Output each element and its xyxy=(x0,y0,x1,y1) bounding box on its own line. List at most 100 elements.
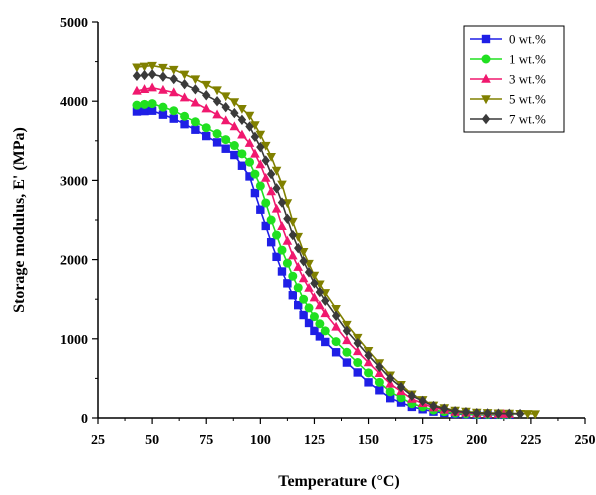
x-tick-label: 25 xyxy=(91,433,105,448)
data-point xyxy=(180,119,189,129)
data-point xyxy=(331,321,341,331)
data-point xyxy=(245,172,254,181)
data-point xyxy=(191,125,200,134)
data-point xyxy=(190,97,201,107)
data-point xyxy=(310,326,319,336)
data-point xyxy=(304,318,314,328)
data-point xyxy=(266,168,276,180)
data-point xyxy=(342,335,352,345)
data-point xyxy=(440,403,449,414)
data-point xyxy=(237,105,247,114)
data-point xyxy=(283,213,292,225)
data-point xyxy=(260,141,271,151)
x-tick-label: 150 xyxy=(358,433,379,448)
data-point xyxy=(212,129,222,139)
data-point xyxy=(158,63,168,73)
series-line xyxy=(136,86,510,415)
data-point xyxy=(353,337,362,349)
y-axis-label: Storage modulus, E' (MPa) xyxy=(11,127,28,313)
data-point xyxy=(342,347,352,357)
data-point xyxy=(483,408,492,419)
data-point xyxy=(168,65,179,75)
legend-marker xyxy=(481,34,491,44)
data-point xyxy=(180,111,190,121)
data-point xyxy=(229,98,240,108)
data-point xyxy=(266,152,276,162)
data-point xyxy=(271,203,282,213)
data-point xyxy=(245,157,255,167)
data-point xyxy=(288,250,298,260)
data-point xyxy=(139,84,150,94)
data-point xyxy=(505,408,514,420)
series-line xyxy=(136,102,510,416)
data-point xyxy=(266,215,276,225)
data-point xyxy=(245,121,254,132)
data-point xyxy=(407,390,417,402)
data-point xyxy=(132,100,142,110)
data-point xyxy=(315,286,325,298)
data-point xyxy=(283,279,292,288)
data-point xyxy=(158,84,168,94)
data-point xyxy=(298,247,309,257)
data-point xyxy=(212,138,222,147)
data-point xyxy=(304,303,314,313)
data-point xyxy=(255,159,266,169)
legend-marker xyxy=(481,54,491,64)
data-point xyxy=(298,273,309,283)
y-tick-label: 3000 xyxy=(60,174,88,189)
data-point xyxy=(375,386,384,395)
series-line xyxy=(136,109,510,416)
legend-label: 3 wt.% xyxy=(509,72,546,87)
data-point xyxy=(315,332,325,341)
data-point xyxy=(271,166,282,176)
data-point xyxy=(237,114,247,126)
data-point xyxy=(132,107,142,116)
data-point xyxy=(237,129,247,139)
data-point xyxy=(261,155,270,166)
data-point xyxy=(352,346,363,356)
x-tick-label: 250 xyxy=(575,433,596,448)
data-point xyxy=(321,295,330,306)
data-point xyxy=(221,101,230,113)
series-layer xyxy=(132,61,541,420)
data-point xyxy=(132,85,142,95)
data-point xyxy=(282,258,292,268)
data-point xyxy=(375,361,384,373)
data-point xyxy=(494,408,503,419)
data-point xyxy=(522,410,533,420)
data-point xyxy=(179,92,190,102)
data-point xyxy=(304,282,314,292)
data-point xyxy=(255,130,266,140)
data-point xyxy=(147,82,157,92)
data-point xyxy=(250,148,260,158)
data-point xyxy=(353,368,362,377)
series-1 xyxy=(132,99,514,419)
data-point xyxy=(168,87,179,97)
data-point xyxy=(132,63,142,73)
legend-label: 0 wt.% xyxy=(509,32,546,47)
data-point xyxy=(158,71,168,82)
data-point xyxy=(201,80,212,90)
data-point xyxy=(237,161,247,170)
data-point xyxy=(256,205,265,214)
y-tick-label: 1000 xyxy=(60,333,88,348)
data-point xyxy=(230,107,239,119)
data-point xyxy=(277,180,287,190)
axes: 25 50 75 100 125 150 175 200 225 250 0 1000 2000 3000… xyxy=(60,16,596,448)
data-point xyxy=(299,310,308,320)
legend-marker xyxy=(481,73,491,83)
data-point xyxy=(331,310,341,322)
data-point xyxy=(299,294,309,304)
data-point xyxy=(202,90,211,101)
data-point xyxy=(272,252,281,262)
data-point xyxy=(255,181,265,191)
x-tick-label: 125 xyxy=(304,433,325,448)
data-point xyxy=(374,368,385,377)
data-point xyxy=(530,410,541,420)
data-point xyxy=(282,235,293,245)
legend-label: 5 wt.% xyxy=(509,92,546,107)
data-point xyxy=(147,99,157,109)
data-point xyxy=(260,172,271,182)
x-tick-label: 75 xyxy=(199,433,213,448)
data-point xyxy=(331,337,341,347)
